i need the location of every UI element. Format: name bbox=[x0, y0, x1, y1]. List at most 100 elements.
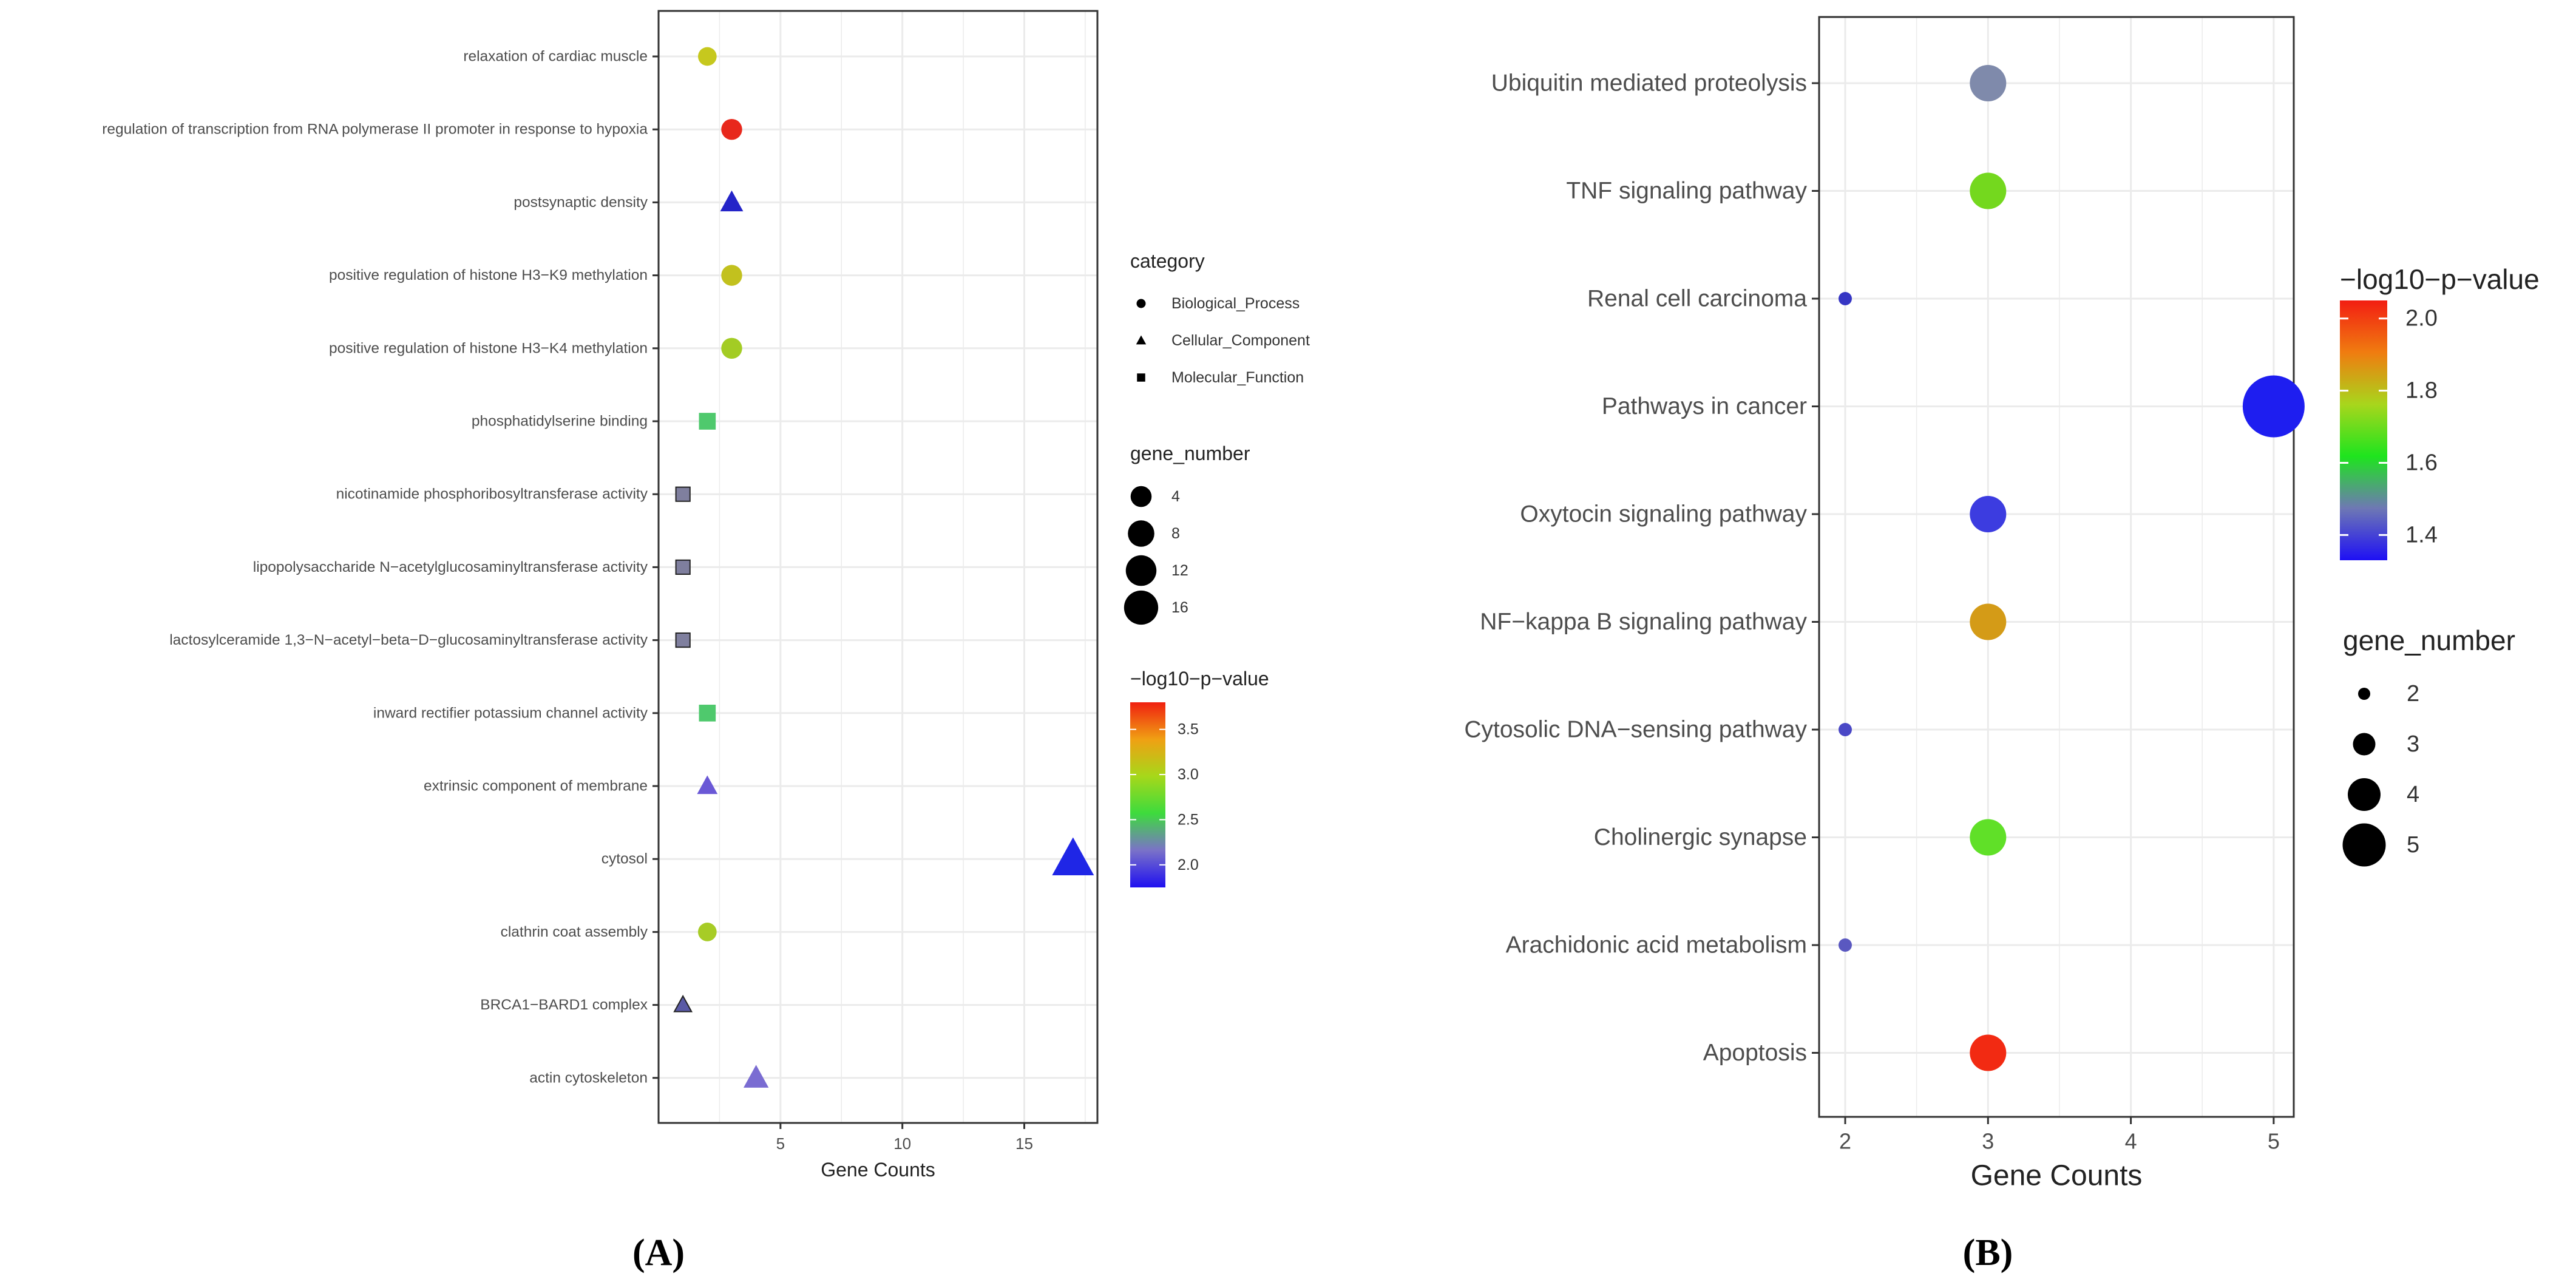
y-tick-label: extrinsic component of membrane bbox=[424, 778, 648, 795]
y-tick-label: lipopolysaccharide N−acetylglucosaminylt… bbox=[253, 559, 648, 575]
legend-category-key bbox=[1137, 373, 1145, 382]
y-tick-label: regulation of transcription from RNA pol… bbox=[102, 121, 648, 138]
panel-b: Ubiquitin mediated proteolysis TNF signal… bbox=[1464, 16, 2540, 1273]
legend-size-key bbox=[2353, 733, 2376, 756]
legend-colorbar-label: 1.6 bbox=[2405, 450, 2438, 476]
data-point-relaxation-of-cardiac-muscle bbox=[697, 47, 717, 66]
y-tick-label: Cytosolic DNA−sensing pathway bbox=[1464, 717, 1807, 743]
data-point-cytosolic-dna-sensing-pathway bbox=[1839, 723, 1852, 736]
legend-size-label: 3 bbox=[2407, 731, 2419, 757]
data-point-apoptosis bbox=[1970, 1034, 2007, 1071]
legend-size-title: gene_number bbox=[2343, 625, 2515, 656]
plot-background bbox=[1819, 17, 2294, 1117]
y-tick-label: Pathways in cancer bbox=[1602, 393, 1807, 419]
data-point-nf-kappa-b-signaling-pathway bbox=[1970, 603, 2007, 640]
legend-colorbar bbox=[2340, 300, 2387, 560]
plot-border bbox=[1818, 16, 2295, 1118]
y-tick-label: inward rectifier potassium channel activ… bbox=[373, 705, 648, 721]
y-tick-label: Ubiquitin mediated proteolysis bbox=[1491, 70, 1807, 97]
legend-colorbar bbox=[1130, 702, 1165, 887]
data-point-lipopolysaccharide-n-acetylglucosaminyltransferase-activity bbox=[675, 559, 691, 575]
legend-category-label: Molecular_Function bbox=[1171, 369, 1304, 386]
data-point-nicotinamide-phosphoribosyltransferase-activity bbox=[675, 486, 691, 502]
data-point-arachidonic-acid-metabolism bbox=[1839, 938, 1852, 952]
data-point-postsynaptic-density bbox=[720, 190, 744, 212]
x-tick-label: 3 bbox=[1982, 1129, 1994, 1154]
legend-size-title: gene_number bbox=[1130, 442, 1250, 464]
legend-color-title: −log10−p−value bbox=[1130, 668, 1269, 690]
legend-size-key bbox=[1124, 590, 1159, 625]
y-tick-label: cytosol bbox=[602, 851, 648, 867]
legend-colorbar-label: 2.0 bbox=[2405, 306, 2438, 331]
legend-size-label: 16 bbox=[1171, 599, 1188, 616]
legend-size-label: 12 bbox=[1171, 562, 1188, 579]
x-tick-label: 10 bbox=[893, 1134, 911, 1153]
data-point-renal-cell-carcinoma bbox=[1839, 292, 1852, 305]
legend-size-key bbox=[1128, 520, 1154, 547]
legend-colorbar-label: 2.0 bbox=[1178, 856, 1199, 873]
legend-size-key bbox=[2348, 778, 2381, 811]
data-point-positive-regulation-of-histone-h3-k4-methylation bbox=[721, 337, 742, 359]
legend-category-label: Biological_Process bbox=[1171, 295, 1300, 312]
legend-size-key bbox=[2358, 688, 2370, 700]
y-tick-label: positive regulation of histone H3−K9 met… bbox=[329, 267, 648, 283]
y-tick-label: relaxation of cardiac muscle bbox=[463, 49, 648, 65]
y-tick-label: NF−kappa B signaling pathway bbox=[1480, 609, 1807, 635]
panel-label-b: (B) bbox=[1963, 1232, 2013, 1273]
legend-size-label: 4 bbox=[2407, 782, 2419, 807]
legend-size-label: 8 bbox=[1171, 525, 1180, 542]
legend-size-key bbox=[1125, 555, 1157, 586]
legend-size-key bbox=[2342, 823, 2386, 867]
y-tick-label: Cholinergic synapse bbox=[1594, 824, 1807, 850]
y-tick-label: Oxytocin signaling pathway bbox=[1520, 501, 1807, 527]
legend-color-title: −log10−p−value bbox=[2340, 263, 2540, 295]
data-point-cholinergic-synapse bbox=[1970, 819, 2007, 856]
data-point-cytosol bbox=[1052, 837, 1094, 875]
data-point-positive-regulation-of-histone-h3-k9-methylation bbox=[721, 265, 742, 286]
x-tick-label: 5 bbox=[2268, 1129, 2280, 1154]
y-tick-label: Arachidonic acid metabolism bbox=[1506, 932, 1807, 958]
y-tick-label: phosphatidylserine binding bbox=[472, 413, 648, 430]
y-tick-label: BRCA1−BARD1 complex bbox=[480, 997, 648, 1013]
legend-size-label: 4 bbox=[1171, 488, 1180, 505]
legend-size-key bbox=[1130, 486, 1152, 507]
legend-category-key bbox=[1136, 335, 1147, 345]
data-point-regulation-of-transcription-from-rna-polymerase-ii-promoter- bbox=[721, 118, 742, 140]
data-point-phosphatidylserine-binding bbox=[699, 413, 716, 430]
data-point-clathrin-coat-assembly bbox=[697, 923, 717, 941]
legend-category-key bbox=[1136, 299, 1146, 308]
y-tick-label: Apoptosis bbox=[1703, 1040, 1807, 1066]
data-point-extrinsic-component-of-membrane bbox=[697, 775, 718, 795]
data-point-lactosylceramide-1-3-n-acetyl-beta-d-glucosaminyltransferase bbox=[675, 632, 691, 648]
x-tick-label: 2 bbox=[1839, 1129, 1851, 1154]
y-tick-label: positive regulation of histone H3−K4 met… bbox=[329, 340, 648, 356]
y-tick-label: nicotinamide phosphoribosyltransferase a… bbox=[336, 486, 648, 503]
panel-label-a: (A) bbox=[632, 1232, 685, 1273]
legend-size-label: 5 bbox=[2407, 832, 2419, 858]
data-point-inward-rectifier-potassium-channel-activity bbox=[699, 704, 716, 722]
data-point-pathways-in-cancer bbox=[2242, 375, 2305, 438]
data-point-ubiquitin-mediated-proteolysis bbox=[1970, 65, 2007, 101]
y-tick-label: postsynaptic density bbox=[514, 194, 648, 211]
legend-colorbar-label: 1.8 bbox=[2405, 378, 2438, 404]
data-point-oxytocin-signaling-pathway bbox=[1970, 496, 2007, 532]
x-tick-label: 15 bbox=[1015, 1134, 1033, 1153]
data-point-brca1-bard1-complex bbox=[673, 994, 693, 1012]
y-tick-label: actin cytoskeleton bbox=[529, 1070, 648, 1086]
y-tick-label: lactosylceramide 1,3−N−acetyl−beta−D−glu… bbox=[169, 632, 648, 648]
legend-colorbar-label: 3.0 bbox=[1178, 766, 1199, 783]
y-tick-label: clathrin coat assembly bbox=[501, 924, 648, 940]
legend-category-title: category bbox=[1130, 250, 1205, 272]
legend-colorbar-label: 1.4 bbox=[2405, 522, 2438, 548]
y-tick-label: TNF signaling pathway bbox=[1566, 178, 1807, 204]
data-point-actin-cytoskeleton bbox=[743, 1065, 769, 1088]
data-point-tnf-signaling-pathway bbox=[1970, 172, 2007, 209]
x-axis-title: Gene Counts bbox=[1971, 1160, 2143, 1192]
legend-colorbar-label: 3.5 bbox=[1178, 721, 1199, 738]
x-tick-label: 5 bbox=[776, 1134, 785, 1153]
y-tick-label: Renal cell carcinoma bbox=[1587, 286, 1807, 312]
panel-a: relaxation of cardiac muscle regulation o… bbox=[102, 10, 1310, 1273]
legend-size-label: 2 bbox=[2407, 681, 2419, 707]
legend-colorbar-label: 2.5 bbox=[1178, 811, 1199, 828]
